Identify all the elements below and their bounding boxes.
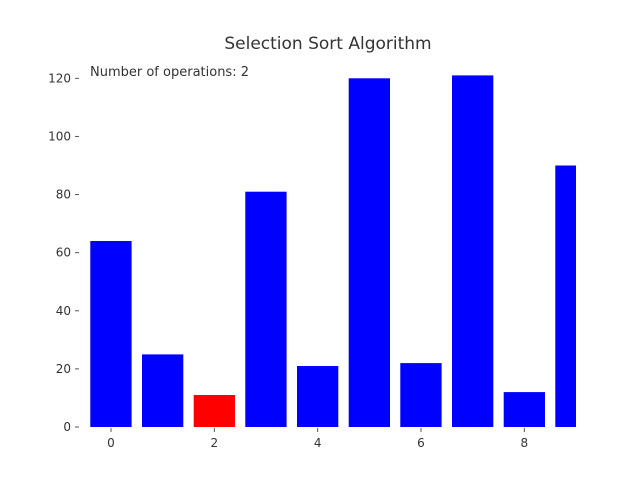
x-tick-label-6: 6 (417, 436, 425, 450)
x-tick-label-0: 0 (107, 436, 115, 450)
y-tick-label-40: 40 (56, 304, 71, 318)
bar-0 (90, 241, 132, 427)
bar-2 (193, 395, 235, 427)
y-tick-label-80: 80 (56, 188, 71, 202)
bar-6 (400, 363, 442, 427)
bar-7 (452, 75, 494, 428)
x-axis-ticks: 0 2 4 6 8 (107, 428, 528, 450)
y-tick-label-0: 0 (63, 420, 71, 434)
x-tick-label-2: 2 (211, 436, 219, 450)
operations-counter: Number of operations: 2 (90, 65, 249, 80)
y-tick-label-120: 120 (48, 71, 71, 85)
x-tick-label-4: 4 (314, 436, 322, 450)
y-axis-ticks: 0 20 40 60 80 100 120 (48, 71, 79, 434)
x-tick-label-8: 8 (521, 436, 529, 450)
bar-1 (142, 354, 184, 427)
bar-4 (297, 366, 339, 427)
bar-3 (245, 191, 287, 427)
y-tick-label-20: 20 (56, 362, 71, 376)
bar-5 (348, 78, 390, 428)
bar-8 (503, 392, 545, 427)
chart-title: Selection Sort Algorithm (224, 34, 431, 54)
y-tick-label-60: 60 (56, 246, 71, 260)
y-tick-label-100: 100 (48, 129, 71, 143)
bar-9 (555, 165, 576, 427)
bars-group (90, 75, 576, 428)
